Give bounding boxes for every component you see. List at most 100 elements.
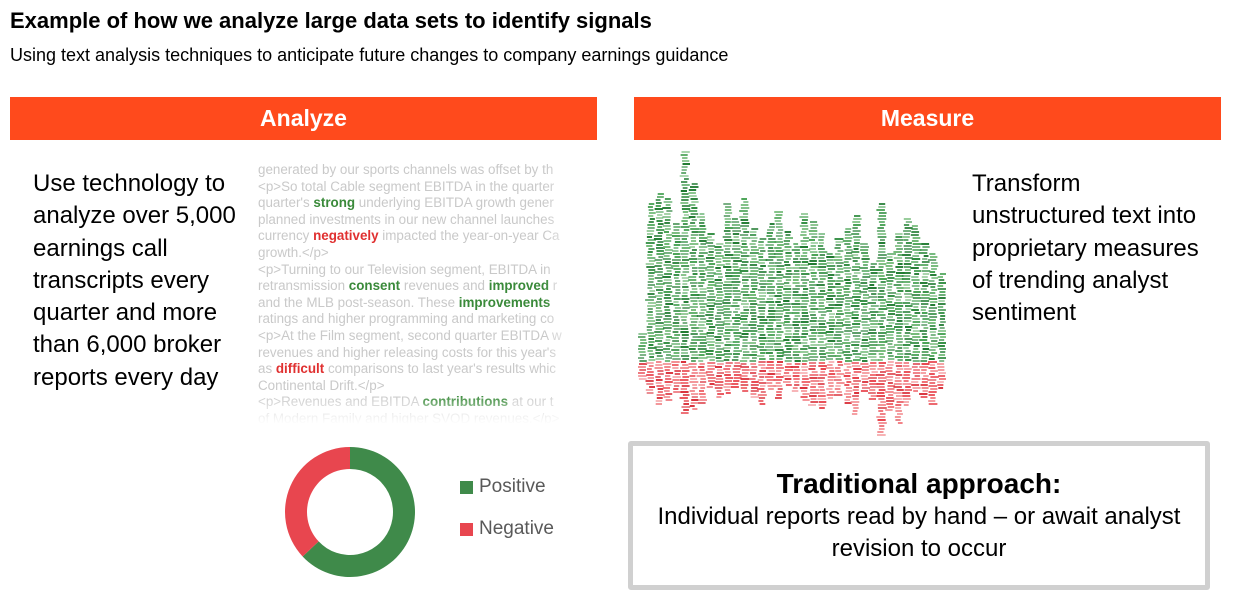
- wordcloud-stroke: [880, 317, 886, 319]
- wordcloud-stroke: [698, 345, 707, 347]
- wordcloud-stroke: [758, 397, 766, 399]
- page-title: Example of how we analyze large data set…: [10, 8, 652, 33]
- wordcloud-stroke: [709, 383, 715, 385]
- wordcloud-stroke: [879, 224, 886, 226]
- wordcloud-stroke: [777, 229, 784, 231]
- wordcloud-stroke: [777, 388, 783, 390]
- wordcloud-stroke: [715, 351, 722, 353]
- wordcloud-stroke: [904, 353, 912, 355]
- wordcloud-stroke: [862, 255, 869, 257]
- wordcloud-stroke: [648, 221, 654, 223]
- wordcloud-stroke: [723, 290, 732, 292]
- wordcloud-stroke: [691, 396, 698, 398]
- wordcloud-stroke: [732, 266, 739, 268]
- wordcloud-stroke: [673, 244, 681, 246]
- wordcloud-stroke: [723, 368, 730, 370]
- wordcloud-stroke: [853, 293, 862, 295]
- wordcloud-stroke: [691, 201, 699, 203]
- wordcloud-stroke: [938, 375, 946, 377]
- wordcloud-stroke: [777, 292, 783, 294]
- wordcloud-stroke: [829, 316, 834, 318]
- wordcloud-stroke: [724, 218, 731, 220]
- wordcloud-stroke: [877, 407, 887, 409]
- wordcloud-stroke: [794, 384, 800, 386]
- wordcloud-stroke: [836, 313, 844, 315]
- wordcloud-stroke: [794, 360, 801, 362]
- wordcloud-stroke: [751, 282, 759, 284]
- wordcloud-stroke: [792, 348, 799, 350]
- wordcloud-stroke: [802, 330, 809, 332]
- wordcloud-stroke: [656, 385, 664, 387]
- wordcloud-stroke: [918, 252, 928, 254]
- wordcloud-stroke: [681, 172, 687, 174]
- wordcloud-stroke: [655, 358, 664, 360]
- wordcloud-stroke: [852, 353, 862, 355]
- wordcloud-stroke: [921, 369, 927, 371]
- wordcloud-stroke: [937, 333, 946, 335]
- wordcloud-stroke: [741, 288, 750, 290]
- wordcloud-stroke: [656, 247, 665, 249]
- wordcloud-stroke: [801, 315, 809, 317]
- wordcloud-stroke: [740, 258, 747, 260]
- wordcloud-stroke: [792, 387, 798, 389]
- wordcloud-stroke: [928, 394, 935, 396]
- wordcloud-stroke: [876, 383, 885, 385]
- wordcloud-stroke: [697, 339, 707, 341]
- wordcloud-stroke: [682, 292, 688, 294]
- wordcloud-stroke: [663, 246, 671, 248]
- wordcloud-stroke: [871, 293, 877, 295]
- wordcloud-stroke: [845, 327, 853, 329]
- wordcloud-stroke: [792, 279, 799, 281]
- wordcloud-stroke: [826, 271, 833, 273]
- wordcloud-stroke: [879, 278, 887, 280]
- wordcloud-stroke: [931, 265, 939, 267]
- wordcloud-stroke: [799, 372, 808, 374]
- wordcloud-stroke: [912, 360, 920, 362]
- wordcloud-stroke: [698, 372, 708, 374]
- wordcloud-stroke: [903, 239, 909, 241]
- wordcloud-stroke: [905, 269, 911, 271]
- wordcloud-stroke: [655, 349, 664, 351]
- wordcloud-stroke: [843, 294, 850, 296]
- wordcloud-stroke: [759, 280, 767, 282]
- wordcloud-stroke: [757, 355, 765, 357]
- transcript-line: Continental Drift.</p>: [258, 378, 585, 395]
- wordcloud-stroke: [825, 334, 834, 336]
- wordcloud-stroke: [835, 244, 841, 246]
- wordcloud-stroke: [923, 375, 929, 377]
- wordcloud-stroke: [902, 236, 910, 238]
- wordcloud-stroke: [843, 375, 851, 377]
- wordcloud-stroke: [784, 285, 792, 287]
- wordcloud-stroke: [921, 381, 928, 383]
- wordcloud-stroke: [733, 353, 740, 355]
- wordcloud-stroke: [835, 322, 843, 324]
- wordcloud-stroke: [843, 318, 850, 320]
- wordcloud-stroke: [732, 368, 741, 370]
- wordcloud-stroke: [679, 235, 689, 237]
- wordcloud-stroke: [723, 284, 732, 286]
- wordcloud-stroke: [928, 283, 936, 285]
- wordcloud-stroke: [852, 230, 861, 232]
- wordcloud-stroke: [903, 323, 909, 325]
- wordcloud-stroke: [784, 366, 793, 368]
- wordcloud-stroke: [696, 375, 706, 377]
- wordcloud-stroke: [664, 381, 673, 383]
- wordcloud-stroke: [639, 360, 647, 362]
- wordcloud-stroke: [657, 292, 663, 294]
- wordcloud-stroke: [734, 320, 740, 322]
- wordcloud-stroke: [663, 342, 670, 344]
- wordcloud-stroke: [853, 371, 862, 373]
- wordcloud-stroke: [910, 342, 919, 344]
- wordcloud-stroke: [901, 275, 911, 277]
- wordcloud-stroke: [826, 265, 836, 267]
- wordcloud-stroke: [835, 331, 844, 333]
- wordcloud-stroke: [774, 343, 782, 345]
- wordcloud-stroke: [810, 302, 817, 304]
- wordcloud-stroke: [741, 255, 750, 257]
- wordcloud-stroke: [663, 255, 670, 257]
- wordcloud-stroke: [674, 238, 681, 240]
- wordcloud-stroke: [794, 270, 800, 272]
- wordcloud-stroke: [775, 370, 782, 372]
- wordcloud-stroke: [937, 369, 945, 371]
- wordcloud-stroke: [665, 204, 671, 206]
